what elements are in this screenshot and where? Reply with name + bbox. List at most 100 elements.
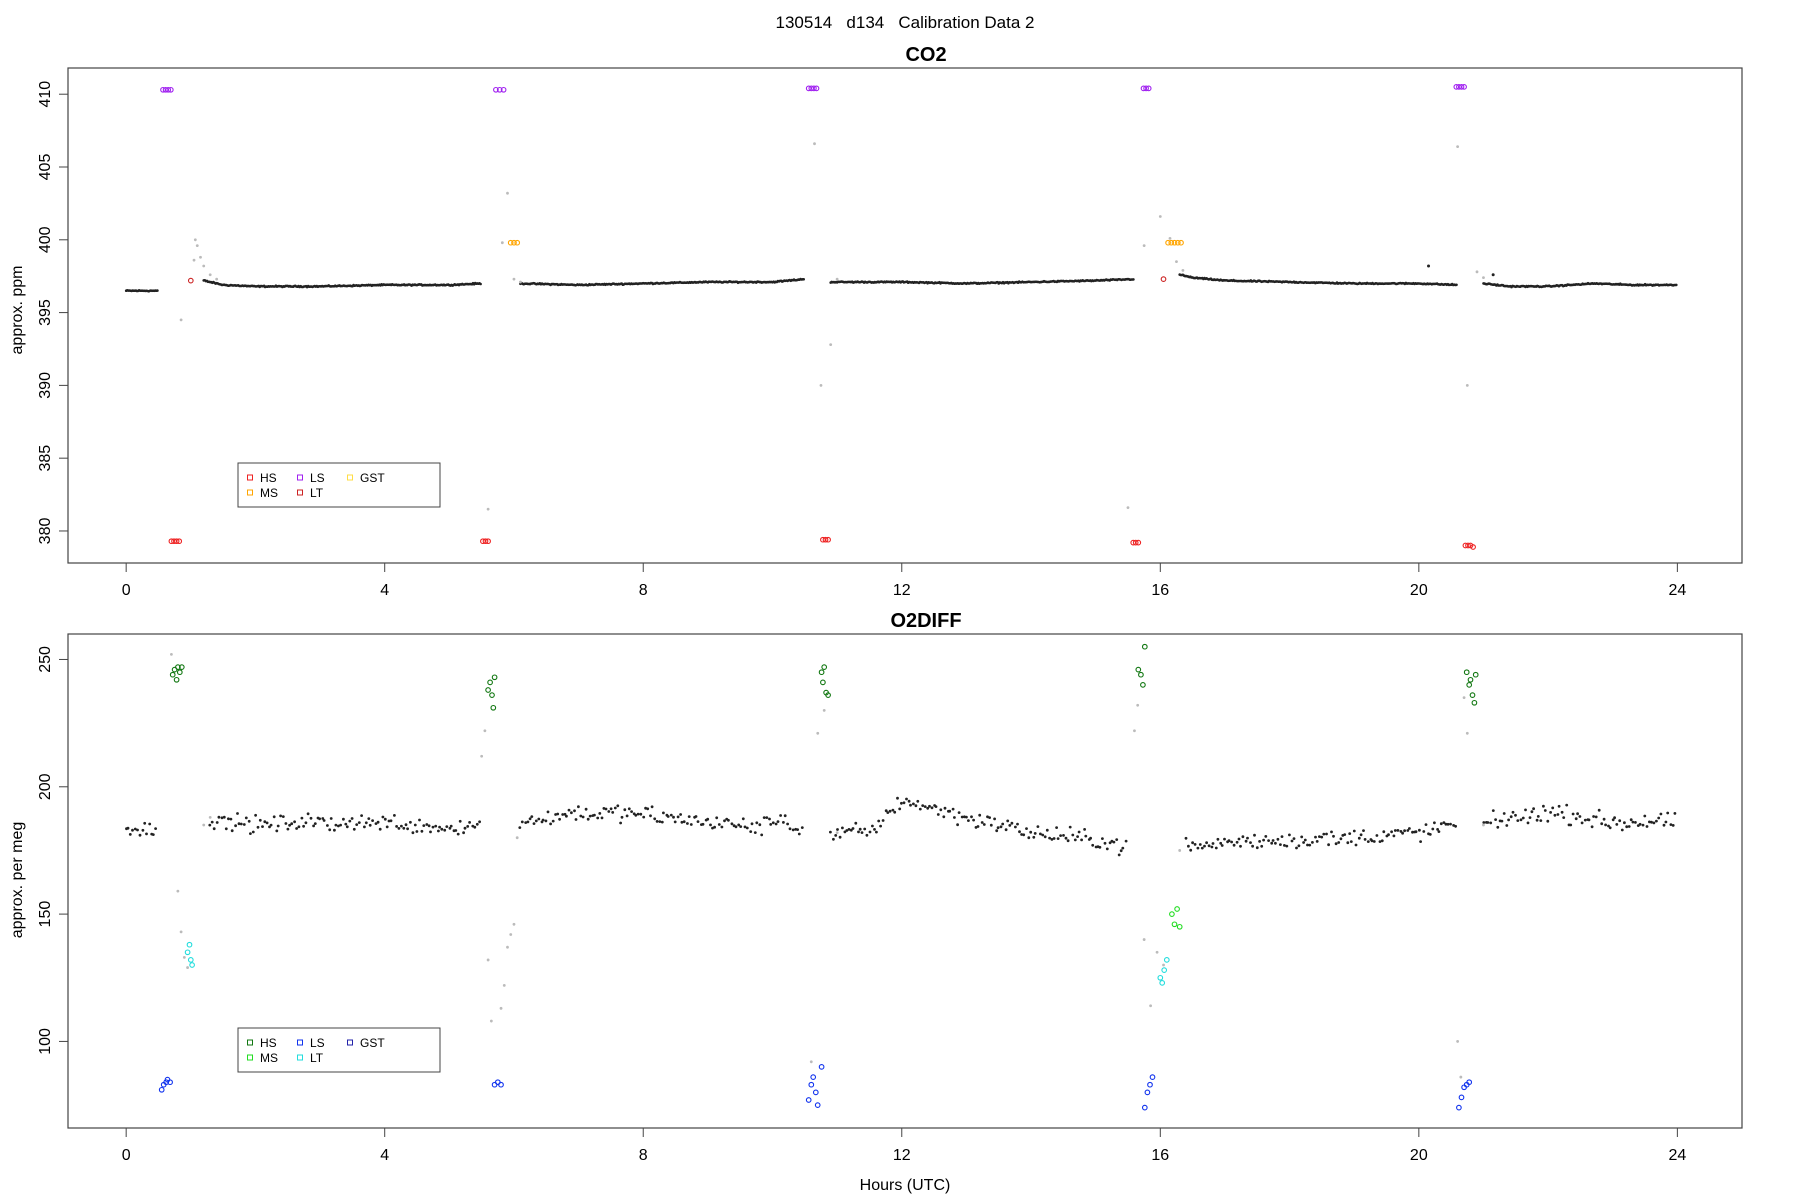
o2diff-ambient-point <box>1359 833 1363 837</box>
o2diff-flush-point <box>179 930 183 934</box>
o2diff-ambient-point <box>385 825 389 829</box>
o2diff-ambient-point <box>1205 841 1208 845</box>
o2diff-ambient-point <box>1664 820 1668 824</box>
o2diff-hs-point <box>1463 669 1470 676</box>
o2diff-ambient-point <box>672 815 675 819</box>
o2diff-ambient-point <box>900 801 903 805</box>
o2diff-ambient-point <box>902 801 906 805</box>
o2diff-flush-point <box>509 933 513 936</box>
o2diff-ambient-point <box>1652 821 1656 825</box>
o2diff-ambient-point <box>227 817 230 821</box>
o2diff-ambient-point <box>1302 841 1305 844</box>
o2diff-ambient-point <box>1210 845 1214 849</box>
o2diff-ambient-point <box>649 814 652 818</box>
o2diff-ambient-point <box>279 814 282 818</box>
co2-legend-label-ms: MS <box>260 486 278 500</box>
co2-panel: CO2 approx. ppm 0 4 8 12 16 20 24 380 385 390 395… <box>9 44 1743 599</box>
co2-ls-point <box>496 86 503 93</box>
o2diff-ambient-point <box>602 807 606 810</box>
o2diff-lt-point <box>187 957 194 963</box>
o2diff-ambient-point <box>957 811 961 814</box>
co2-hs-point <box>485 538 491 545</box>
o2diff-ambient-point <box>1068 825 1072 829</box>
co2-flush-point <box>1465 383 1469 387</box>
o2diff-ambient-point <box>247 819 251 823</box>
o2diff-ambient-point <box>1521 816 1525 820</box>
o2diff-ls-point <box>1141 1104 1148 1111</box>
o2diff-ambient-point <box>1557 804 1561 808</box>
o2diff-ambient-point <box>1666 811 1670 815</box>
o2diff-ls-point <box>1458 1094 1465 1101</box>
o2diff-ambient-point <box>1532 807 1535 811</box>
co2-flush-point <box>1482 276 1485 280</box>
o2diff-ambient-point <box>546 810 550 814</box>
co2-flush-point <box>195 244 199 248</box>
o2diff-ambient-point <box>1214 846 1218 850</box>
o2diff-ambient-point <box>679 813 682 816</box>
o2diff-flush-point <box>1142 938 1146 941</box>
o2diff-ambient-point <box>371 819 374 822</box>
o2diff-hs-point <box>1466 682 1473 688</box>
o2diff-hs-point <box>178 664 185 670</box>
o2diff-ambient-point <box>136 828 139 832</box>
o2diff-ambient-point <box>378 827 382 831</box>
o2diff-ambient-point <box>1562 816 1566 819</box>
o2diff-ambient-point <box>1354 843 1358 847</box>
o2diff-ambient-point <box>1080 838 1083 842</box>
o2diff-ambient-point <box>1419 840 1422 843</box>
o2diff-ambient-point <box>145 832 148 836</box>
o2diff-ambient-point <box>437 829 440 833</box>
o2diff-ambient-point <box>220 816 224 820</box>
o2diff-ambient-point <box>397 827 401 830</box>
o2diff-ambient-point <box>352 827 356 831</box>
co2-flush-point <box>208 273 212 277</box>
o2diff-ambient-point <box>1001 822 1005 826</box>
o2diff-ambient-point <box>1077 830 1081 834</box>
co2-hs-point <box>1470 544 1476 550</box>
o2diff-ambient-point <box>208 823 212 827</box>
o2diff-ambient-point <box>611 811 615 814</box>
o2diff-ambient-point <box>1187 844 1190 848</box>
o2diff-panel: O2DIFF approx. per meg 0 4 8 12 16 20 24 100 15… <box>9 610 1743 1164</box>
o2diff-flush-point <box>1133 729 1136 733</box>
o2diff-ambient-point <box>669 813 673 817</box>
o2diff-ambient-point <box>893 810 897 814</box>
o2diff-ambient-point <box>449 824 453 828</box>
o2diff-lt-point <box>1163 957 1170 963</box>
o2diff-ambient-point <box>796 828 799 831</box>
o2diff-flush-point <box>186 966 189 969</box>
o2diff-ambient-point <box>1539 819 1543 822</box>
o2diff-ambient-point <box>1048 836 1051 840</box>
co2-flush-point <box>202 264 206 268</box>
o2diff-ambient-point <box>367 817 371 820</box>
o2diff-ambient-point <box>1390 830 1393 834</box>
co2-legend-label-ls: LS <box>310 471 325 485</box>
o2diff-ambient-point <box>1066 839 1070 843</box>
o2diff-ambient-point <box>873 828 876 831</box>
o2diff-ambient-point <box>1285 844 1289 848</box>
o2diff-flush-point <box>486 958 490 962</box>
o2diff-ambient-point <box>1378 840 1382 843</box>
o2diff-ambient-point <box>939 808 943 812</box>
o2diff-ambient-point <box>625 814 629 818</box>
o2diff-x-tick-label: 24 <box>1668 1147 1686 1164</box>
o2diff-ambient-point <box>739 825 743 828</box>
o2diff-ambient-point <box>411 831 415 835</box>
o2diff-ambient-point <box>1260 844 1264 848</box>
o2diff-ambient-point <box>1264 835 1268 838</box>
o2diff-ambient-point <box>753 831 757 834</box>
o2diff-ambient-point <box>1327 843 1330 847</box>
o2diff-hs-point <box>491 674 498 681</box>
o2diff-ambient-point <box>1045 828 1049 832</box>
o2diff-ambient-point <box>832 837 835 841</box>
o2diff-ambient-point <box>788 827 792 831</box>
o2diff-ambient-point <box>1103 841 1107 845</box>
co2-flush-point <box>179 318 183 322</box>
o2diff-ambient-point <box>999 825 1003 829</box>
o2diff-ambient-point <box>584 807 588 811</box>
o2diff-ambient-point <box>561 813 565 816</box>
o2diff-ambient-point <box>1239 844 1242 848</box>
co2-hs-point <box>176 538 183 545</box>
o2diff-ambient-point <box>854 821 858 825</box>
co2-legend-swatch-gst <box>347 474 353 481</box>
